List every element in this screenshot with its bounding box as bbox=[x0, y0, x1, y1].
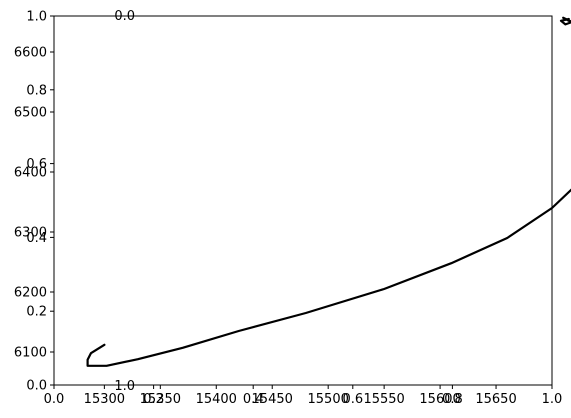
data-x-tick-4-label: 15500 bbox=[308, 392, 349, 407]
overlay-y-tick-5-label: 1.0 bbox=[26, 10, 47, 25]
data-x-tick-5-label: 15550 bbox=[363, 392, 404, 407]
data-y-tick-3-label: 6400 bbox=[14, 166, 47, 181]
data-x-tick-2-label: 15400 bbox=[196, 392, 237, 407]
overlay-y-tick-1-label: 0.2 bbox=[26, 305, 47, 320]
series-lines bbox=[86, 16, 571, 367]
data-y-tick-5-label: 6600 bbox=[14, 46, 47, 61]
stray-label-1: 1.0 bbox=[114, 379, 135, 394]
data-y-tick-0-label: 6100 bbox=[14, 346, 47, 361]
data-x-tick-3-label: 15450 bbox=[252, 392, 293, 407]
plot-area bbox=[54, 16, 552, 385]
data-x-tick-1-label: 15350 bbox=[140, 392, 181, 407]
y-axis-ticks: 0.0 0.2 0.4 0.6 0.8 1.0 6100 6200 6300 6400 6500 66… bbox=[14, 10, 54, 394]
overlay-y-tick-0-label: 0.0 bbox=[26, 379, 47, 394]
data-y-tick-4-label: 6500 bbox=[14, 106, 47, 121]
data-y-tick-1-label: 6200 bbox=[14, 286, 47, 301]
overlay-x-tick-2-label: 0.4 bbox=[243, 392, 264, 407]
data-x-tick-7-label: 15650 bbox=[475, 392, 516, 407]
overlay-y-tick-4-label: 0.8 bbox=[26, 83, 47, 98]
overlay-x-tick-5-label: 1.0 bbox=[542, 392, 563, 407]
plot-frame bbox=[53, 15, 553, 386]
overlay-x-tick-1-label: 0.2 bbox=[143, 392, 164, 407]
overlay-x-tick-0-label: 0.0 bbox=[44, 392, 65, 407]
overlay-x-tick-4-label: 0.8 bbox=[442, 392, 463, 407]
data-y-tick-2-label: 6300 bbox=[14, 226, 47, 241]
data-x-tick-6-label: 15600 bbox=[419, 392, 460, 407]
overlay-y-tick-2-label: 0.4 bbox=[26, 231, 47, 246]
overlay-y-tick-3-label: 0.6 bbox=[26, 157, 47, 172]
overlay-x-tick-3-label: 0.6 bbox=[342, 392, 363, 407]
plot-background bbox=[54, 16, 552, 385]
data-x-tick-0-label: 15300 bbox=[84, 392, 125, 407]
plot-border bbox=[53, 15, 553, 386]
x-axis-ticks: 0.0 0.2 0.4 0.6 0.8 1.0 15300 15350 15400 15450 15… bbox=[44, 385, 563, 407]
series-line-0 bbox=[86, 16, 571, 367]
